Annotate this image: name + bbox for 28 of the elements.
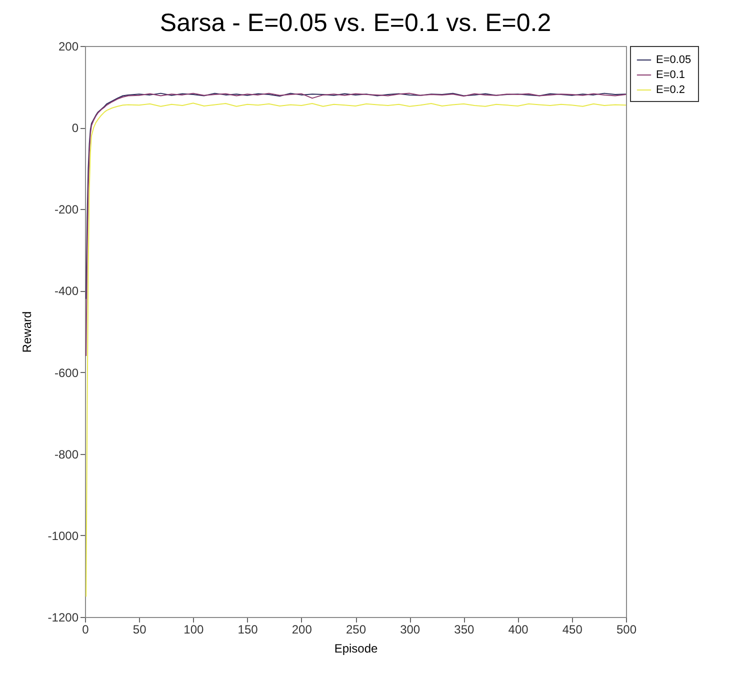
y-tick-label: -600 — [54, 366, 79, 380]
legend-label: E=0.05 — [656, 54, 692, 66]
line-series — [86, 92, 626, 300]
x-tick-label: 400 — [508, 622, 529, 636]
x-tick-label: 250 — [346, 622, 366, 636]
y-tick-label: -1000 — [48, 528, 79, 543]
chart-title: Sarsa - E=0.05 vs. E=0.1 vs. E=0.2 — [160, 9, 552, 37]
y-tick-label: 200 — [58, 40, 79, 54]
legend-label: E=0.2 — [656, 84, 686, 96]
y-axis-title: Reward — [20, 311, 34, 353]
x-tick-label: 150 — [238, 622, 258, 636]
x-tick-label: 500 — [616, 622, 637, 636]
x-tick-label: 300 — [400, 622, 420, 636]
x-tick-label: 350 — [454, 622, 475, 636]
x-tick-label: 450 — [562, 622, 583, 636]
y-tick-label: -400 — [54, 284, 79, 298]
x-tick-label: 200 — [292, 622, 312, 636]
x-tick-label: 0 — [82, 622, 90, 636]
x-tick-label: 100 — [184, 622, 204, 636]
y-tick-label: -1200 — [48, 610, 79, 624]
line-series — [86, 92, 626, 356]
legend-label: E=0.1 — [656, 69, 686, 81]
x-tick-label: 50 — [132, 622, 147, 636]
line-series — [86, 102, 626, 598]
x-axis-title: Episode — [334, 642, 378, 656]
y-tick-label: -800 — [54, 447, 79, 462]
y-tick-label: 0 — [72, 121, 79, 136]
y-tick-label: -200 — [54, 202, 79, 217]
